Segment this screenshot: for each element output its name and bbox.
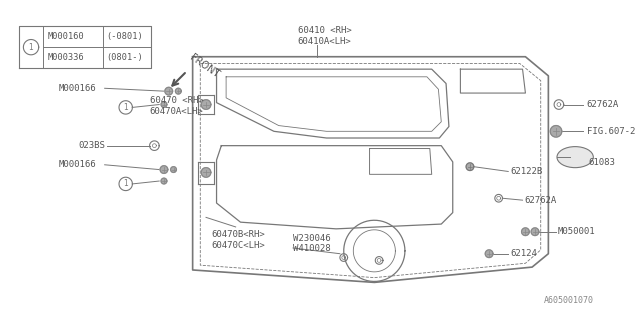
Polygon shape bbox=[160, 166, 168, 173]
Text: M050001: M050001 bbox=[558, 227, 596, 236]
Text: M000336: M000336 bbox=[47, 53, 84, 62]
Text: 62124: 62124 bbox=[510, 249, 537, 258]
Text: 023BS: 023BS bbox=[78, 141, 105, 150]
Polygon shape bbox=[522, 228, 529, 236]
Ellipse shape bbox=[557, 147, 593, 168]
Text: 1: 1 bbox=[124, 180, 128, 188]
Text: 62762A: 62762A bbox=[524, 196, 557, 205]
Text: 61083: 61083 bbox=[589, 158, 616, 167]
Text: M000160: M000160 bbox=[47, 32, 84, 41]
Text: A605001070: A605001070 bbox=[544, 296, 595, 305]
Text: 60410 <RH>: 60410 <RH> bbox=[298, 27, 351, 36]
Text: (-0801): (-0801) bbox=[107, 32, 143, 41]
Polygon shape bbox=[550, 125, 562, 137]
Text: 60470 <RH>: 60470 <RH> bbox=[150, 96, 204, 105]
Text: 60470C<LH>: 60470C<LH> bbox=[212, 241, 266, 250]
Text: 1: 1 bbox=[29, 43, 33, 52]
Polygon shape bbox=[175, 88, 181, 94]
Text: FRONT: FRONT bbox=[188, 52, 221, 80]
Polygon shape bbox=[201, 168, 211, 177]
Polygon shape bbox=[466, 163, 474, 171]
Text: 60470B<RH>: 60470B<RH> bbox=[212, 230, 266, 239]
Polygon shape bbox=[161, 178, 167, 184]
Text: 1: 1 bbox=[124, 103, 128, 112]
Polygon shape bbox=[201, 100, 211, 109]
Text: M000166: M000166 bbox=[59, 84, 97, 93]
Text: 62762A: 62762A bbox=[587, 100, 619, 109]
Text: 60410A<LH>: 60410A<LH> bbox=[298, 37, 351, 46]
Polygon shape bbox=[171, 167, 177, 172]
Text: W410028: W410028 bbox=[293, 244, 331, 253]
Text: 60470A<LH>: 60470A<LH> bbox=[150, 107, 204, 116]
Text: M000166: M000166 bbox=[59, 160, 97, 169]
Text: 62122B: 62122B bbox=[510, 167, 542, 176]
Polygon shape bbox=[485, 250, 493, 258]
Text: W230046: W230046 bbox=[293, 234, 331, 243]
Polygon shape bbox=[531, 228, 539, 236]
Text: FIG.607-2: FIG.607-2 bbox=[587, 127, 635, 136]
Polygon shape bbox=[161, 102, 167, 108]
Text: (0801-): (0801-) bbox=[107, 53, 143, 62]
Polygon shape bbox=[165, 87, 173, 95]
